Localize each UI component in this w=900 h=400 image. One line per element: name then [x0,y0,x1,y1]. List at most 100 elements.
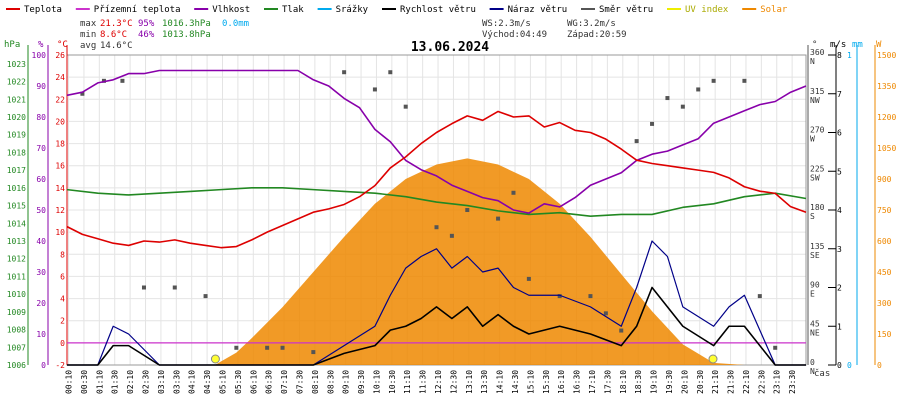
solar-tick-3: 450 [877,268,892,277]
x-tick-43: 21:30 [727,370,736,394]
solar-tick-2: 300 [877,299,892,308]
x-tick-1: 00:30 [80,370,89,394]
x-tick-30: 15:10 [526,370,535,394]
humidity_pct-tick-7: 70 [36,144,46,153]
sunrise-time: Východ:04:49 [482,30,547,40]
temperature_C-tick-2: 2 [60,317,65,326]
x-tick-9: 04:30 [203,370,212,394]
solar-tick-4: 600 [877,237,892,246]
wind-dir-point [650,121,655,126]
pressure-unit: hPa [4,40,20,50]
x-tick-44: 22:10 [742,370,751,394]
x-tick-2: 01:10 [95,370,104,394]
legend-label-5: Rychlost větru [400,5,476,15]
x-tick-36: 18:10 [619,370,628,394]
wind-speed-tick-1: 1 [837,322,842,331]
pressure_hPa-tick-6: 1012 [7,255,26,264]
x-tick-14: 07:10 [280,370,289,394]
wind-dir-point [465,208,470,212]
stats-min-hum: 46% [138,30,155,40]
temperature_C-tick-3: 4 [60,295,65,304]
temperature_C-tick-12: 22 [55,95,65,104]
solar-area [214,158,745,365]
x-tick-39: 19:30 [665,370,674,394]
solar-tick-1: 150 [877,330,892,339]
pressure_hPa-tick-13: 1019 [7,131,26,140]
wind-dir-point [172,285,177,290]
wind-dir-tick-2: 90 [810,281,820,290]
wind-dir-tick-0: 0 [810,358,815,367]
legend: Teplota Přízemní teplota Vlhkost Tlak Srážky… [6,5,788,15]
pressure_hPa-tick-5: 1011 [7,272,26,281]
wind-dir-label-5: SW [810,173,820,182]
stats-block: max 21.3°C 95% 1016.3hPa 0.0mm min 8.6°C… [80,19,249,51]
temperature-line [66,110,807,249]
rain-tick-1: 1 [847,51,852,60]
wind-dir-tick-6: 270 [810,126,825,135]
x-tick-38: 19:10 [650,370,659,394]
pressure_hPa-tick-14: 1020 [7,113,26,122]
wind-dir-label-8: N [810,57,815,66]
temperature_C-tick-13: 24 [55,73,65,82]
wind-dir-point [634,139,639,144]
wind-dir-point [80,91,85,96]
axes: 1006100710081009101010111012101310141015… [7,45,896,394]
temperature_C-tick-9: 16 [55,162,65,171]
wind-dir-point [757,294,762,299]
x-tick-6: 03:10 [157,370,166,394]
stats-max-temp: 21.3°C [100,19,133,29]
x-tick-20: 10:10 [372,370,381,394]
wind-dir-tick-1: 45 [810,319,820,328]
time-unit: čas [814,368,830,379]
legend-label-0: Teplota [24,5,62,15]
stats-max-rain: 0.0mm [222,19,249,29]
wind-dir-tick-7: 315 [810,87,825,96]
sunset-marker [708,354,718,364]
wind-dir-point [680,104,685,109]
wind-speed-tick-6: 6 [837,129,842,138]
legend-label-6: Náraz větru [508,5,568,15]
wind-speed-unit: m/s [830,40,846,50]
humidity_pct-tick-10: 100 [32,51,47,60]
stats-max-label: max [80,19,97,29]
x-tick-4: 02:10 [126,370,135,394]
temperature_C-tick-8: 14 [55,184,65,193]
x-tick-22: 11:10 [403,370,412,394]
temperature_C-tick-0: -2 [55,361,65,370]
x-tick-16: 08:10 [311,370,320,394]
humidity_pct-tick-9: 90 [36,82,46,91]
temperature_C-tick-11: 20 [55,117,65,126]
x-tick-34: 17:10 [588,370,597,394]
chart-title: 13.06.2024 [411,40,489,55]
legend-label-2: Vlhkost [212,5,250,15]
wind-gust-avg: WG:3.2m/s [567,19,616,29]
stats-max-hum: 95% [138,19,155,29]
wind-dir-tick-5: 225 [810,164,825,173]
temperature_C-tick-10: 18 [55,140,65,149]
sunrise-marker [210,354,220,364]
temperature-unit: °C [57,40,68,50]
solar-tick-5: 750 [877,206,892,215]
solar-tick-7: 1050 [877,144,896,153]
temperature_C-tick-1: 0 [60,339,65,348]
stats-avg-label: avg [80,41,96,51]
legend-label-4: Srážky [336,5,369,15]
wind-speed-tick-3: 3 [837,245,842,254]
humidity_pct-tick-5: 50 [36,206,46,215]
wind-speed-tick-8: 8 [837,51,842,60]
humidity_pct-tick-1: 10 [36,330,46,339]
x-tick-31: 15:30 [542,370,551,394]
wind-speed-tick-2: 2 [837,284,842,293]
wind-dir-point [403,104,408,109]
x-tick-29: 14:30 [511,370,520,394]
wind-dir-point [619,328,624,333]
wind-dir-point [526,276,531,281]
x-tick-0: 00:10 [65,370,74,394]
x-tick-24: 12:10 [434,370,443,394]
x-tick-45: 22:30 [757,370,766,394]
wind-dir-point [696,87,701,92]
x-tick-46: 23:10 [773,370,782,394]
wind-dir-point [773,345,778,350]
solar-tick-6: 900 [877,175,892,184]
x-tick-12: 06:10 [249,370,258,394]
